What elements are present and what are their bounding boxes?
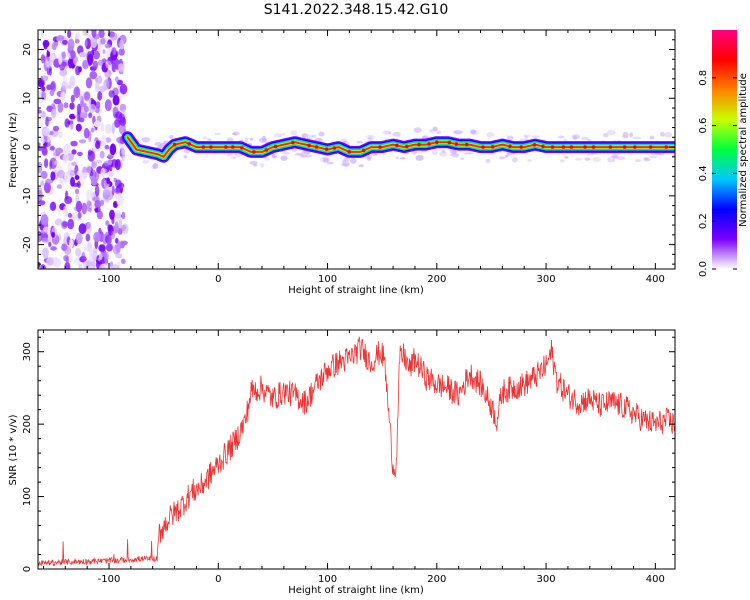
snr-ytick-label: 300: [22, 342, 33, 361]
spectrogram-ytick-label: 20: [22, 43, 33, 56]
spectrogram-xtick-label: 200: [427, 274, 446, 285]
snr-ytick-label: 0: [22, 566, 33, 572]
spectrogram-frame: [37, 29, 676, 270]
snr-ylabel: SNR (10 * v/v): [8, 414, 19, 485]
spectrogram-xtick-label: 100: [318, 274, 337, 285]
snr-xtick-label: -100: [98, 574, 121, 585]
colorbar-tick-label: 0.2: [698, 213, 709, 229]
spectrogram-ytick-label: -10: [22, 188, 33, 204]
snr-series-line: [38, 336, 675, 567]
snr-xtick-label: 0: [215, 574, 221, 585]
spectrogram-xlabel: Height of straight line (km): [288, 285, 424, 296]
snr-xtick-label: 100: [318, 574, 337, 585]
colorbar-tick-label: 0.0: [698, 261, 709, 277]
colorbar-gradient: [712, 30, 737, 269]
spectrogram-xtick-label: 400: [646, 274, 665, 285]
spectrogram-ytick-label: 0: [22, 144, 33, 150]
snr-xtick-label: 400: [646, 574, 665, 585]
spectrogram-ylabel: Frequency (Hz): [8, 112, 19, 188]
colorbar-tick-label: 0.4: [698, 165, 709, 181]
snr-xtick-label: 300: [537, 574, 556, 585]
figure-title: S141.2022.348.15.42.G10: [264, 2, 449, 18]
spectrogram-xtick-label: 300: [537, 274, 556, 285]
snr-ytick-label: 200: [22, 415, 33, 434]
spectrogram-xtick-label: -100: [98, 274, 121, 285]
spectrogram-xtick-label: 0: [215, 274, 221, 285]
snr-panel: -100 0 100 200 300 400 0 100 200 300 Height of st…: [8, 329, 676, 596]
colorbar: 0.0 0.2 0.4 0.6 0.8 Normalized spectral ampl…: [698, 30, 749, 277]
spectrogram-ytick-label: 10: [22, 92, 33, 105]
spectrogram-ytick-label: -20: [22, 236, 33, 252]
snr-ytick-label: 100: [22, 487, 33, 506]
colorbar-tick-label: 0.6: [698, 118, 709, 134]
colorbar-label: Normalized spectral amplitude: [738, 73, 749, 227]
snr-frame: [37, 329, 676, 570]
colorbar-tick-label: 0.8: [698, 70, 709, 86]
ridge-peaks: [172, 140, 668, 154]
spectrogram-noise-region: [38, 30, 129, 269]
snr-xtick-label: 200: [427, 574, 446, 585]
snr-xlabel: Height of straight line (km): [288, 585, 424, 596]
